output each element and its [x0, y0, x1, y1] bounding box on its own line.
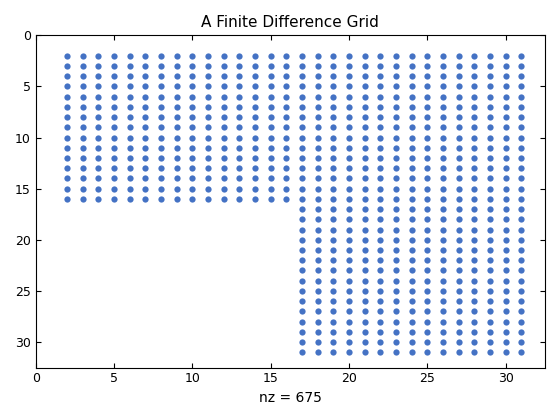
- X-axis label: nz = 675: nz = 675: [259, 391, 322, 405]
- Title: A Finite Difference Grid: A Finite Difference Grid: [202, 15, 379, 30]
